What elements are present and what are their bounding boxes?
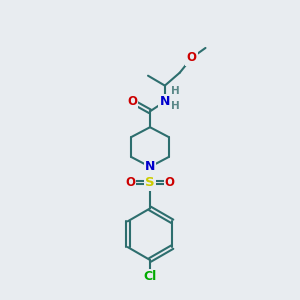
Text: N: N [160,95,170,108]
Text: O: O [165,176,175,189]
Text: O: O [125,176,135,189]
Text: H: H [171,85,180,96]
Text: N: N [145,160,155,173]
Text: S: S [145,176,155,189]
Text: O: O [127,95,137,108]
Text: O: O [187,51,196,64]
Text: H: H [171,101,180,111]
Text: Cl: Cl [143,270,157,283]
